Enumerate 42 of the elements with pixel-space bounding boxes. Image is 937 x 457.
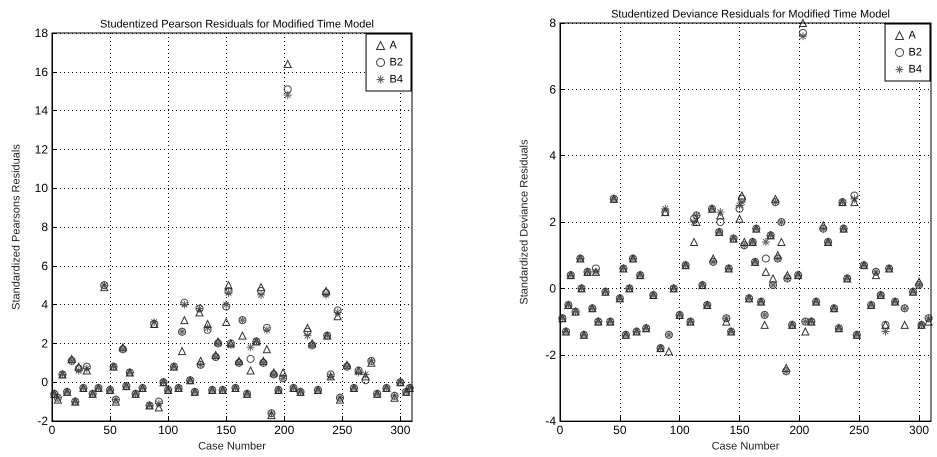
- legend-label: B2: [390, 56, 404, 68]
- x-tick-label: 300: [909, 423, 930, 438]
- y-tick-label: 16: [34, 64, 48, 79]
- x-tick-label: 150: [216, 423, 237, 437]
- x-tick-label: 200: [274, 423, 295, 437]
- y-tick-label: -4: [545, 414, 556, 428]
- x-axis-title: Case Number: [712, 440, 780, 452]
- y-tick-label: 8: [41, 220, 48, 234]
- y-tick-label: 2: [41, 336, 48, 350]
- x-tick-label: 100: [158, 423, 178, 437]
- x-tick-label: 50: [613, 423, 627, 438]
- legend-label: A: [908, 30, 917, 42]
- y-tick-label: 6: [549, 82, 556, 96]
- y-tick-label: 0: [549, 281, 556, 296]
- legend-label: B4: [908, 64, 922, 76]
- y-tick-label: 14: [34, 104, 48, 118]
- x-tick-label: 250: [849, 423, 870, 438]
- y-tick-label: -2: [545, 348, 556, 362]
- y-tick-label: 12: [34, 142, 48, 156]
- x-tick-label: 300: [390, 423, 411, 437]
- y-axis-title: Standardized Deviance Residuals: [518, 139, 530, 305]
- x-axis-title: Case Number: [198, 440, 266, 452]
- y-tick-label: 2: [549, 215, 556, 230]
- x-tick-label: 200: [789, 423, 810, 438]
- legend-label: B4: [390, 74, 404, 86]
- x-tick-label: 50: [103, 423, 118, 437]
- y-tick-label: -2: [37, 414, 48, 428]
- y-axis-title: Standardized Pearsons Residuals: [10, 144, 22, 310]
- chart-title: Studentized Pearson Residuals for Modified Time Model: [100, 18, 374, 30]
- y-tick-label: 4: [41, 298, 48, 312]
- x-tick-label: 100: [670, 423, 690, 438]
- y-tick-label: 18: [34, 26, 48, 40]
- legend-label: B2: [908, 46, 922, 58]
- x-tick-label: 250: [332, 423, 353, 437]
- y-tick-label: 0: [41, 375, 48, 390]
- x-tick-label: 150: [730, 423, 750, 438]
- y-tick-label: 10: [34, 181, 48, 196]
- y-tick-label: 6: [41, 258, 48, 273]
- y-tick-label: 8: [549, 16, 556, 30]
- legend-label: A: [390, 40, 398, 52]
- chart-title: Studentized Deviance Residuals for Modified Time Model: [611, 8, 890, 20]
- y-tick-label: 4: [549, 148, 556, 163]
